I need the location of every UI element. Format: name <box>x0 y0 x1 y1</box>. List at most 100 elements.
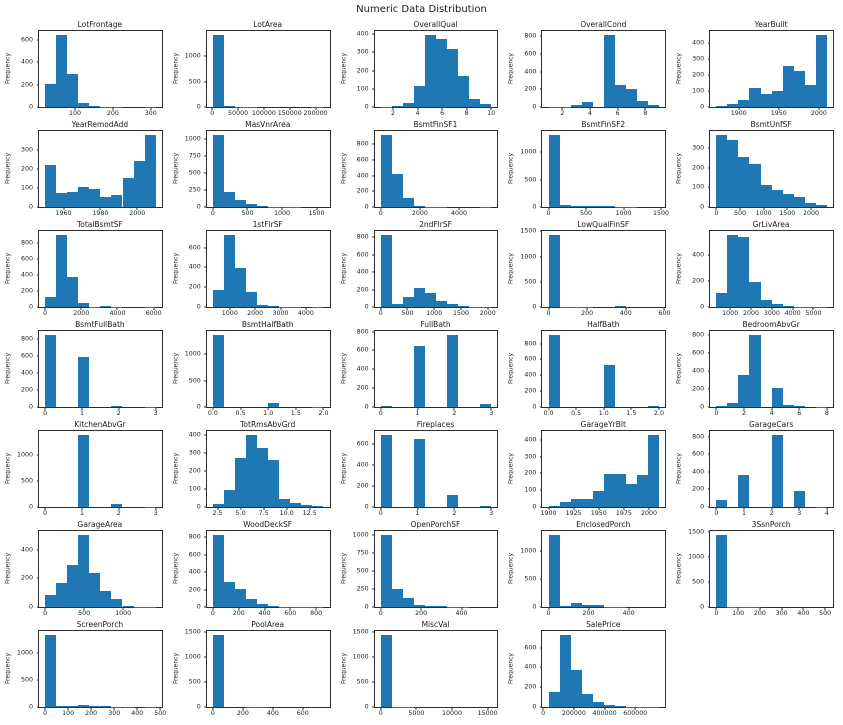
x-tick-label: 1925 <box>565 510 582 517</box>
histogram-bar <box>212 34 224 107</box>
subplot-BsmtFullBath: BsmtFullBath Frequency 0 200 400 600 800 0 1 2 3 <box>2 319 170 419</box>
histogram-bar <box>447 334 459 407</box>
subplot-title: BsmtFinSF1 <box>413 120 458 129</box>
histogram-bar <box>402 103 414 107</box>
histogram-bar <box>435 38 448 107</box>
histogram-bar <box>581 101 593 107</box>
y-tick-label: 200 <box>20 165 33 173</box>
x-tick-label: 150000 <box>277 110 302 117</box>
histogram-bar <box>402 598 414 607</box>
subplot-grid: LotFrontage Frequency 0 200 400 600 100 200 300 L… <box>2 19 841 719</box>
x-tick-mark <box>548 407 550 410</box>
y-tick-label: 800 <box>356 233 369 241</box>
y-tick-label: 600 <box>356 346 369 354</box>
x-tick-label: 3 <box>153 410 158 417</box>
x-tick-label: 500 <box>401 310 414 317</box>
y-tick-mark <box>372 88 375 90</box>
x-tick-label: 0 <box>210 610 215 617</box>
y-tick-mark <box>539 306 543 308</box>
histogram-bar <box>257 305 269 307</box>
histogram-bar <box>235 457 247 507</box>
histogram-bar <box>727 234 739 307</box>
y-tick-label: 200 <box>356 187 369 195</box>
y-tick-label: 200 <box>524 469 537 477</box>
y-tick-mark <box>539 256 543 258</box>
y-tick-mark <box>372 387 375 389</box>
y-tick-label: 0 <box>364 603 369 611</box>
x-tick-mark <box>316 207 318 210</box>
histogram-bar <box>212 134 224 207</box>
y-tick-label: 500 <box>524 575 537 583</box>
x-tick-mark <box>159 707 161 710</box>
x-tick-label: 2 <box>390 110 396 117</box>
histogram-bar <box>559 204 571 207</box>
histogram-bar <box>581 205 593 207</box>
histogram-bar <box>548 234 560 307</box>
histogram-bar <box>380 534 392 607</box>
y-tick-label: 750 <box>188 152 201 160</box>
subplot-title: GrLivArea <box>752 220 790 229</box>
x-tick-label: 400 <box>455 610 468 617</box>
y-tick-label: 1000 <box>688 553 705 561</box>
x-tick-mark <box>212 207 214 210</box>
subplot-title: KitchenAbvGr <box>74 420 126 429</box>
x-tick-mark <box>781 607 783 610</box>
x-tick-mark <box>487 707 489 710</box>
x-tick-label: 0 <box>43 410 48 417</box>
x-tick-mark <box>623 207 624 210</box>
y-tick-mark <box>204 138 207 140</box>
x-tick-mark <box>417 107 419 110</box>
x-tick-mark <box>743 507 745 510</box>
y-axis-label: Frequency <box>172 253 180 285</box>
x-tick-mark <box>246 207 248 210</box>
y-tick-label: 400 <box>356 268 369 276</box>
y-tick-mark <box>372 33 375 35</box>
y-tick-mark <box>539 390 543 392</box>
y-tick-mark <box>539 706 543 708</box>
y-tick-label: 0 <box>28 103 33 111</box>
y-tick-label: 400 <box>692 367 705 375</box>
x-tick-label: 0 <box>378 310 383 317</box>
histogram-bar <box>625 88 637 107</box>
x-tick-mark <box>44 507 46 510</box>
x-tick-label: 3 <box>153 510 158 517</box>
histogram-bar <box>771 190 783 207</box>
x-tick-mark <box>433 307 435 310</box>
x-tick-mark <box>122 607 124 610</box>
x-tick-label: 0 <box>714 210 719 217</box>
histogram-bar <box>592 605 604 607</box>
x-tick-label: 0 <box>378 210 383 217</box>
histogram-bar <box>67 73 79 107</box>
y-tick-label: 1000 <box>184 350 201 358</box>
y-tick-label: 0 <box>196 303 201 311</box>
subplot-OverallCond: OverallCond Frequency 0 200 400 600 800 2 4 6 8 <box>505 19 673 119</box>
x-tick-mark <box>63 207 65 210</box>
x-tick-label: 1.0 <box>598 410 609 417</box>
y-tick-label: 600 <box>20 255 33 263</box>
y-tick-mark <box>372 606 375 608</box>
histogram-bar <box>246 292 258 307</box>
histogram-bar <box>45 165 57 207</box>
y-tick-mark <box>539 281 543 283</box>
plot-area: 0 200 400 600 800 0 2000 4000 <box>357 130 499 217</box>
x-tick-label: 0 <box>714 410 719 417</box>
x-tick-mark <box>315 107 317 110</box>
histogram-bar <box>804 84 816 107</box>
x-tick-label: 600 <box>658 310 671 317</box>
x-tick-label: 200 <box>106 110 119 117</box>
y-tick-label: 400 <box>20 271 33 279</box>
y-axis-label: Frequency <box>4 653 12 685</box>
x-tick-label: 0 <box>546 610 551 617</box>
x-tick-label: 1500 <box>652 210 669 217</box>
subplot-BsmtHalfBath: BsmtHalfBath Frequency 0 500 1000 0.0 0.5 1.0 1.… <box>170 319 338 419</box>
histogram-bar <box>570 205 582 207</box>
y-tick-label: 400 <box>20 546 33 554</box>
histogram-bar <box>559 605 571 607</box>
y-tick-mark <box>372 485 375 487</box>
x-tick-mark <box>44 607 46 610</box>
histogram-bar <box>45 634 57 707</box>
histogram-bar <box>380 134 392 207</box>
y-axis-label: Frequency <box>4 453 12 485</box>
histogram-bar <box>89 188 101 207</box>
x-tick-label: 8 <box>643 110 648 117</box>
